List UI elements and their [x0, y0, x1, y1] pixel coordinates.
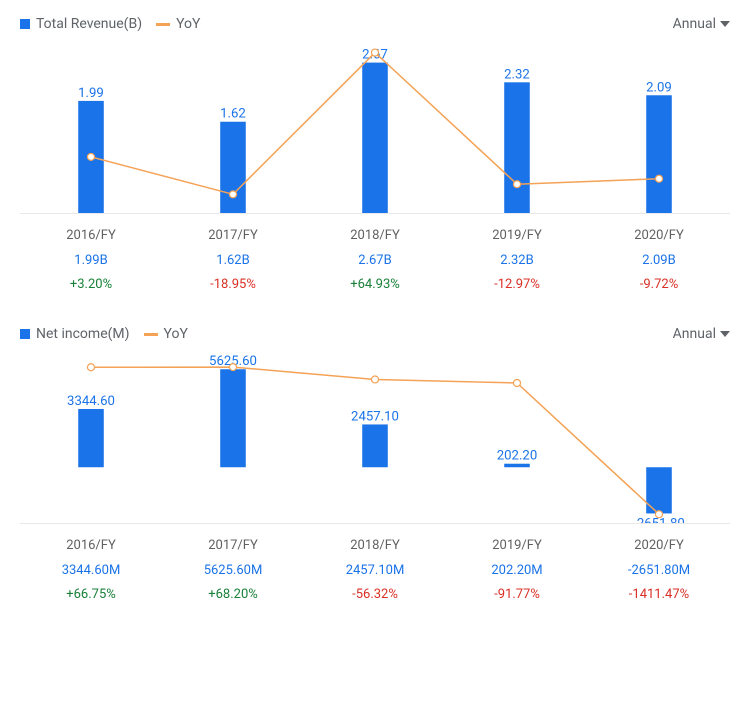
yoy-marker-1	[229, 191, 236, 198]
bar-2	[362, 425, 388, 468]
category-label: 2019/FY	[446, 534, 588, 559]
plot-area: 3344.605625.602457.10202.20-2651.80	[20, 354, 730, 524]
value-label: 3344.60M	[20, 559, 162, 584]
data-col-4: 2020/FY2.09B-9.72%	[588, 224, 730, 298]
yoy-marker-3	[513, 380, 520, 387]
bar-value-label-1: 1.62	[220, 107, 246, 122]
value-label: 5625.60M	[162, 559, 304, 584]
data-col-0: 2016/FY1.99B+3.20%	[20, 224, 162, 298]
yoy-label: +66.75%	[20, 583, 162, 608]
yoy-label: -9.72%	[588, 273, 730, 298]
category-label: 2016/FY	[20, 534, 162, 559]
legend: Net income(M) YoY	[20, 326, 673, 342]
data-col-3: 2019/FY2.32B-12.97%	[446, 224, 588, 298]
category-label: 2017/FY	[162, 534, 304, 559]
category-label: 2018/FY	[304, 224, 446, 249]
bar-value-label-3: 2.32	[504, 67, 530, 82]
bar-3	[504, 82, 530, 213]
data-col-2: 2018/FY2457.10M-56.32%	[304, 534, 446, 608]
legend-item-line: YoY	[156, 16, 200, 32]
yoy-label: +68.20%	[162, 583, 304, 608]
yoy-marker-0	[87, 364, 94, 371]
yoy-marker-3	[513, 181, 520, 188]
legend-swatch-bar	[20, 19, 30, 29]
value-label: 2.09B	[588, 249, 730, 274]
data-col-0: 2016/FY3344.60M+66.75%	[20, 534, 162, 608]
yoy-label: +64.93%	[304, 273, 446, 298]
legend-line-label: YoY	[164, 326, 188, 342]
panel-header: Net income(M) YoY Annual	[20, 326, 730, 342]
yoy-marker-0	[87, 153, 94, 160]
value-label: 2457.10M	[304, 559, 446, 584]
data-columns: 2016/FY1.99B+3.20%2017/FY1.62B-18.95%201…	[20, 224, 730, 298]
legend-item-bar: Net income(M)	[20, 326, 130, 342]
category-label: 2020/FY	[588, 224, 730, 249]
bar-1	[220, 369, 246, 467]
chart-panel-0: Total Revenue(B)YoYAnnual1.991.622.672.3…	[20, 16, 730, 298]
yoy-label: -56.32%	[304, 583, 446, 608]
data-columns: 2016/FY3344.60M+66.75%2017/FY5625.60M+68…	[20, 534, 730, 608]
yoy-label: -91.77%	[446, 583, 588, 608]
chevron-down-icon	[720, 331, 730, 337]
bar-4	[646, 95, 672, 213]
legend-item-bar: Total Revenue(B)	[20, 16, 142, 32]
value-label: 2.67B	[304, 249, 446, 274]
period-label: Annual	[673, 16, 716, 32]
legend-swatch-line	[144, 333, 158, 336]
value-label: 1.99B	[20, 249, 162, 274]
yoy-marker-1	[229, 364, 236, 371]
value-label: -2651.80M	[588, 559, 730, 584]
value-label: 202.20M	[446, 559, 588, 584]
data-col-1: 2017/FY5625.60M+68.20%	[162, 534, 304, 608]
legend-bar-label: Net income(M)	[36, 326, 130, 342]
chart-panel-1: Net income(M)YoYAnnual3344.605625.602457…	[20, 326, 730, 608]
data-col-4: 2020/FY-2651.80M-1411.47%	[588, 534, 730, 608]
bar-3	[504, 464, 530, 468]
legend-bar-label: Total Revenue(B)	[36, 16, 142, 32]
value-label: 1.62B	[162, 249, 304, 274]
chart-svg: 1.991.622.672.322.09	[20, 44, 730, 213]
bar-0	[78, 409, 104, 467]
yoy-label: -1411.47%	[588, 583, 730, 608]
legend-line-label: YoY	[176, 16, 200, 32]
bar-value-label-3: 202.20	[497, 449, 538, 464]
period-selector[interactable]: Annual	[673, 326, 730, 342]
yoy-label: +3.20%	[20, 273, 162, 298]
bar-2	[362, 63, 388, 213]
chevron-down-icon	[720, 21, 730, 27]
plot-area: 1.991.622.672.322.09	[20, 44, 730, 214]
category-label: 2018/FY	[304, 534, 446, 559]
yoy-label: -18.95%	[162, 273, 304, 298]
yoy-marker-2	[371, 49, 378, 56]
value-label: 2.32B	[446, 249, 588, 274]
category-label: 2016/FY	[20, 224, 162, 249]
category-label: 2017/FY	[162, 224, 304, 249]
bar-value-label-2: 2457.10	[351, 410, 399, 425]
bar-value-label-0: 1.99	[78, 86, 104, 101]
yoy-label: -12.97%	[446, 273, 588, 298]
legend-item-line: YoY	[144, 326, 188, 342]
yoy-marker-4	[655, 511, 662, 518]
category-label: 2020/FY	[588, 534, 730, 559]
data-col-3: 2019/FY202.20M-91.77%	[446, 534, 588, 608]
legend-swatch-line	[156, 23, 170, 26]
period-selector[interactable]: Annual	[673, 16, 730, 32]
data-col-1: 2017/FY1.62B-18.95%	[162, 224, 304, 298]
panel-header: Total Revenue(B) YoY Annual	[20, 16, 730, 32]
yoy-marker-4	[655, 175, 662, 182]
period-label: Annual	[673, 326, 716, 342]
data-col-2: 2018/FY2.67B+64.93%	[304, 224, 446, 298]
category-label: 2019/FY	[446, 224, 588, 249]
chart-svg: 3344.605625.602457.10202.20-2651.80	[20, 354, 730, 523]
legend-swatch-bar	[20, 329, 30, 339]
legend: Total Revenue(B) YoY	[20, 16, 673, 32]
bar-1	[220, 122, 246, 213]
bar-value-label-4: 2.09	[646, 80, 672, 95]
bar-value-label-0: 3344.60	[67, 394, 115, 409]
yoy-marker-2	[371, 376, 378, 383]
